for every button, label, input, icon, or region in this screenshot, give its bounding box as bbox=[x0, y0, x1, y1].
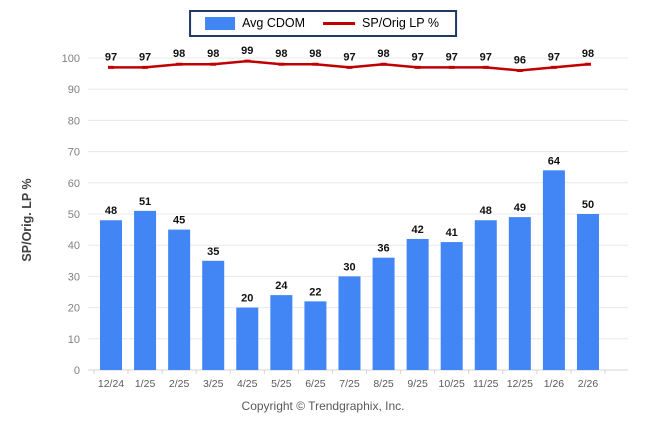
svg-text:2/25: 2/25 bbox=[169, 378, 190, 390]
svg-text:80: 80 bbox=[68, 115, 80, 127]
svg-text:45: 45 bbox=[173, 215, 185, 227]
svg-text:0: 0 bbox=[74, 365, 80, 377]
svg-text:97: 97 bbox=[480, 51, 492, 63]
svg-text:41: 41 bbox=[446, 227, 458, 239]
svg-text:8/25: 8/25 bbox=[373, 378, 394, 390]
svg-text:97: 97 bbox=[548, 51, 560, 63]
chart-canvas: 0 10 20 30 40 50 60 70 80 90 100 48 51 45 35 20 24 22 30 36… bbox=[62, 45, 628, 390]
svg-text:36: 36 bbox=[377, 243, 389, 255]
svg-text:7/25: 7/25 bbox=[339, 378, 360, 390]
svg-text:30: 30 bbox=[343, 261, 355, 273]
svg-text:20: 20 bbox=[68, 303, 80, 315]
svg-text:96: 96 bbox=[514, 54, 526, 66]
svg-text:24: 24 bbox=[275, 280, 288, 292]
svg-text:98: 98 bbox=[207, 48, 219, 60]
svg-text:6/25: 6/25 bbox=[305, 378, 326, 390]
svg-text:48: 48 bbox=[105, 205, 117, 217]
svg-text:98: 98 bbox=[377, 48, 389, 60]
svg-text:98: 98 bbox=[275, 48, 287, 60]
svg-text:98: 98 bbox=[173, 48, 185, 60]
svg-text:97: 97 bbox=[446, 51, 458, 63]
copyright-text: Copyright © Trendgraphix, Inc. bbox=[241, 399, 405, 413]
y-axis-title: SP/Orig. LP % bbox=[20, 178, 34, 262]
svg-text:11/25: 11/25 bbox=[473, 378, 499, 390]
svg-text:90: 90 bbox=[68, 84, 80, 96]
svg-text:2/26: 2/26 bbox=[578, 378, 599, 390]
svg-text:60: 60 bbox=[68, 178, 80, 190]
svg-text:10/25: 10/25 bbox=[439, 378, 465, 390]
svg-text:64: 64 bbox=[548, 155, 561, 167]
svg-text:97: 97 bbox=[343, 51, 355, 63]
legend-label-sp-orig-lp: SP/Orig LP % bbox=[362, 16, 439, 30]
svg-text:50: 50 bbox=[582, 199, 594, 211]
svg-text:98: 98 bbox=[309, 48, 321, 60]
svg-text:3/25: 3/25 bbox=[203, 378, 224, 390]
svg-text:98: 98 bbox=[582, 48, 594, 60]
svg-text:12/24: 12/24 bbox=[98, 378, 124, 390]
svg-text:70: 70 bbox=[68, 147, 80, 159]
svg-text:22: 22 bbox=[309, 286, 321, 298]
svg-text:9/25: 9/25 bbox=[407, 378, 428, 390]
bar-series-swatch-icon bbox=[205, 16, 236, 30]
chart-legend: Avg CDOM SP/Orig LP % bbox=[189, 10, 457, 37]
svg-text:99: 99 bbox=[241, 45, 253, 57]
svg-text:1/26: 1/26 bbox=[544, 378, 565, 390]
svg-text:49: 49 bbox=[514, 202, 526, 214]
line-series-swatch-icon bbox=[323, 21, 356, 25]
svg-text:20: 20 bbox=[241, 293, 253, 305]
svg-text:50: 50 bbox=[68, 209, 80, 221]
svg-text:48: 48 bbox=[480, 205, 492, 217]
svg-text:40: 40 bbox=[68, 240, 80, 252]
legend-label-avg-cdom: Avg CDOM bbox=[242, 16, 306, 30]
legend-item-sp-orig-lp: SP/Orig LP % bbox=[323, 16, 439, 30]
svg-text:97: 97 bbox=[412, 51, 424, 63]
svg-text:30: 30 bbox=[68, 271, 80, 283]
svg-text:12/25: 12/25 bbox=[507, 378, 533, 390]
svg-text:42: 42 bbox=[412, 224, 424, 236]
svg-text:1/25: 1/25 bbox=[135, 378, 156, 390]
svg-text:10: 10 bbox=[68, 334, 80, 346]
svg-text:51: 51 bbox=[139, 196, 151, 208]
svg-text:4/25: 4/25 bbox=[237, 378, 258, 390]
svg-text:35: 35 bbox=[207, 246, 219, 258]
svg-text:97: 97 bbox=[105, 51, 117, 63]
svg-text:100: 100 bbox=[62, 53, 80, 65]
legend-item-avg-cdom: Avg CDOM bbox=[205, 16, 305, 30]
svg-text:5/25: 5/25 bbox=[271, 378, 292, 390]
svg-text:97: 97 bbox=[139, 51, 151, 63]
